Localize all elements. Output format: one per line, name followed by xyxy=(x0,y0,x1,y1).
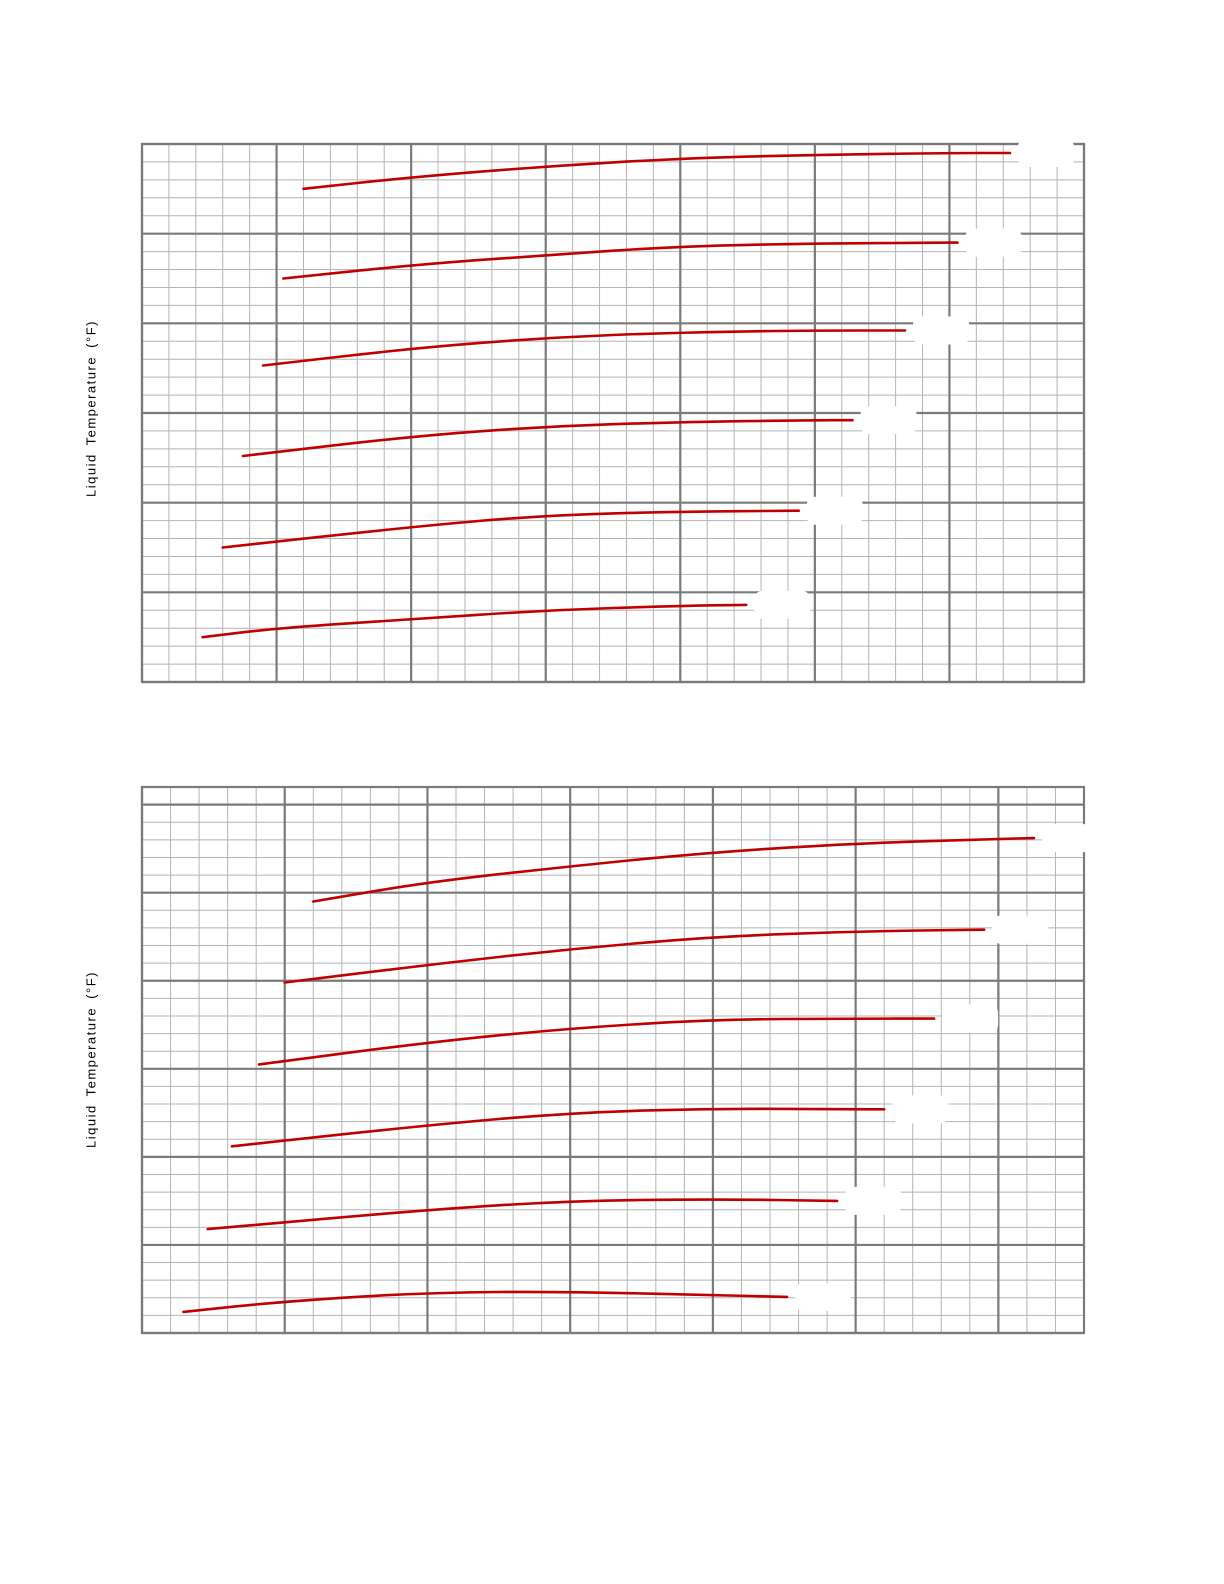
curve-label-box-1 xyxy=(1017,138,1074,167)
series-line-5 xyxy=(221,509,800,549)
plot-frame xyxy=(140,142,1086,684)
series-line-6 xyxy=(201,603,748,639)
curve-label-box-2 xyxy=(965,228,1022,257)
series-line-4 xyxy=(241,418,854,458)
series-line-2 xyxy=(282,241,959,280)
curve-label-box-3 xyxy=(913,316,970,345)
curve-label-box-5 xyxy=(806,496,863,525)
series-line-1 xyxy=(302,151,1012,191)
series-line-3 xyxy=(261,329,907,367)
curve-label-box-4 xyxy=(860,406,917,435)
curve-label-box-6 xyxy=(754,590,811,619)
major-grid xyxy=(140,142,1086,684)
